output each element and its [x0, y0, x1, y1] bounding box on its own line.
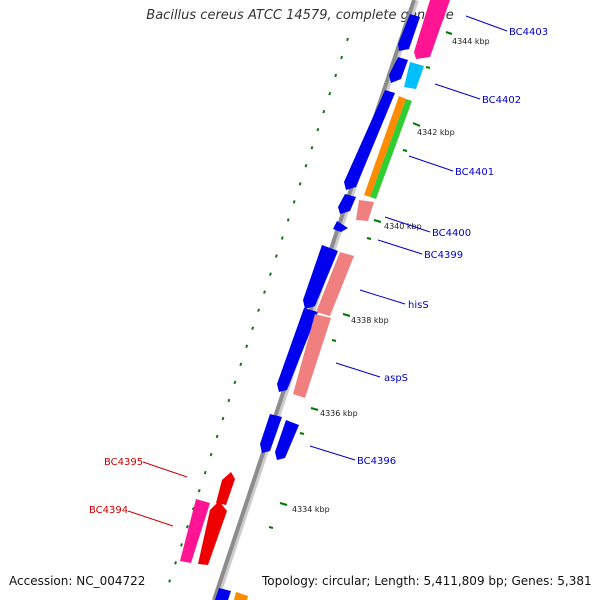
gene-bc4403-cog [414, 0, 450, 59]
label-leader-lines [127, 15, 508, 527]
gene-partial-blue [215, 588, 231, 600]
gene-bc4399-cog [316, 252, 354, 316]
gene-hiss-arrow[interactable] [277, 308, 318, 392]
gene-label-asps[interactable]: aspS [384, 373, 408, 384]
gene-label-bc4394[interactable]: BC4394 [89, 505, 128, 516]
gene-label-bc4399[interactable]: BC4399 [424, 250, 463, 261]
gene-bc4395-arrow[interactable] [216, 472, 235, 505]
gene-label-bc4395[interactable]: BC4395 [104, 457, 143, 468]
gene-label-bc4403[interactable]: BC4403 [509, 27, 548, 38]
tick-marks [268, 31, 453, 529]
map-title: Bacillus cereus ATCC 14579, complete gen… [146, 8, 454, 23]
gene-label-bc4400[interactable]: BC4400 [432, 228, 471, 239]
accession-text: Accession: NC_004722 [9, 574, 146, 588]
gene-label-hiss[interactable]: hisS [408, 300, 429, 311]
gene-bc4400-arrow[interactable] [338, 194, 356, 214]
gene-bc4402-arrow[interactable] [389, 57, 408, 83]
outer-guide-line [164, 37, 349, 596]
gene-bc4394-cog [180, 499, 210, 563]
tick-label-4340: 4340 kbp [384, 222, 422, 231]
gene-bc4400-cog [356, 200, 374, 221]
gene-partial-orange [234, 592, 248, 600]
tick-label-4334: 4334 kbp [292, 505, 330, 514]
gene-bc4402-cog [404, 62, 424, 89]
gene-bc4401-cog-orange [364, 96, 406, 197]
genome-summary-text: Topology: circular; Length: 5,411,809 bp… [262, 574, 592, 588]
tick-label-4342: 4342 kbp [417, 128, 455, 137]
gene-bc4399-arrow[interactable] [303, 245, 338, 309]
tick-label-4338: 4338 kbp [351, 316, 389, 325]
gene-hiss-cog [293, 314, 331, 398]
gene-small-arrow[interactable] [333, 221, 348, 232]
gene-label-bc4402[interactable]: BC4402 [482, 95, 521, 106]
gene-bc4403-arrow[interactable] [398, 14, 420, 51]
gene-bc4394-arrow[interactable] [198, 501, 227, 565]
gene-bc4401-arrow[interactable] [344, 90, 395, 190]
tick-label-4344: 4344 kbp [452, 37, 490, 46]
gene-label-bc4396[interactable]: BC4396 [357, 456, 396, 467]
gene-bc4401-cog-green [370, 99, 412, 199]
gene-bc4396-arrow[interactable] [275, 420, 299, 460]
gene-label-bc4401[interactable]: BC4401 [455, 167, 494, 178]
tick-label-4336: 4336 kbp [320, 409, 358, 418]
gene-asps-arrow-a[interactable] [260, 414, 282, 453]
